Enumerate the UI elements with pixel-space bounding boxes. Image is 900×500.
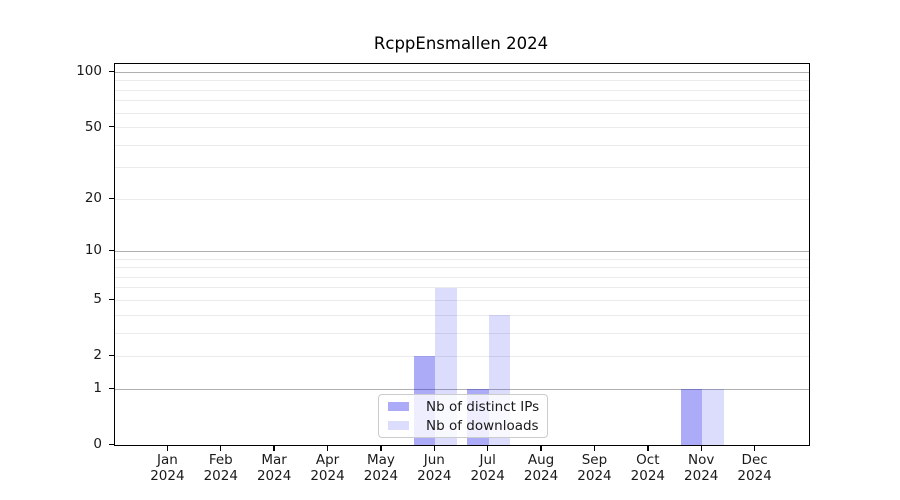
x-tick-jan bbox=[166, 445, 169, 451]
x-tick-label-nov: Nov 2024 bbox=[671, 452, 731, 484]
y-tick-1 bbox=[109, 387, 115, 389]
legend-item-distinct-ips: Nb of distinct IPs bbox=[388, 399, 547, 415]
y-tick-label-100: 100 bbox=[76, 63, 102, 80]
y-axis: 0 1 2 5 10 20 50 100 bbox=[0, 63, 115, 452]
x-label-year-mar: 2024 bbox=[256, 468, 292, 484]
x-tick-label-oct: Oct 2024 bbox=[618, 452, 678, 484]
x-label-month-mar: Mar bbox=[261, 452, 287, 468]
minor-gridline-90 bbox=[115, 80, 809, 82]
x-label-month-jun: Jun bbox=[423, 452, 445, 468]
x-tick-jun bbox=[433, 445, 435, 451]
legend-swatch-downloads bbox=[388, 421, 409, 430]
minor-gridline-60 bbox=[115, 112, 809, 114]
x-tick-label-sep: Sep 2024 bbox=[564, 452, 624, 484]
x-tick-feb bbox=[220, 445, 222, 451]
x-tick-jul bbox=[486, 445, 489, 451]
minor-gridline-5 bbox=[115, 299, 809, 301]
x-tick-label-jul: Jul 2024 bbox=[458, 452, 518, 484]
x-tick-nov bbox=[700, 445, 702, 451]
y-tick-20 bbox=[109, 197, 115, 200]
minor-gridline-9 bbox=[115, 258, 809, 260]
x-label-year-jul: 2024 bbox=[470, 468, 505, 484]
y-tick-label-50: 50 bbox=[84, 118, 102, 135]
x-label-year-sep: 2024 bbox=[577, 468, 612, 484]
x-label-year-nov: 2024 bbox=[684, 468, 719, 484]
x-label-year-jun: 2024 bbox=[417, 468, 452, 484]
y-tick-label-2: 2 bbox=[93, 347, 102, 364]
x-label-month-dec: Dec bbox=[741, 452, 768, 468]
legend-label-downloads: Nb of downloads bbox=[426, 417, 539, 434]
x-tick-label-aug: Aug 2024 bbox=[511, 452, 571, 484]
x-tick-label-jan: Jan 2024 bbox=[137, 452, 197, 484]
minor-gridline-30 bbox=[115, 167, 809, 169]
x-label-year-oct: 2024 bbox=[630, 468, 666, 484]
minor-gridline-80 bbox=[115, 89, 809, 91]
x-tick-apr bbox=[326, 445, 329, 451]
chart-title: RcppEnsmallen 2024 bbox=[373, 34, 549, 53]
minor-gridline-20 bbox=[115, 198, 809, 200]
bar-nov-downloads bbox=[702, 389, 724, 445]
x-label-month-feb: Feb bbox=[208, 452, 233, 468]
legend-swatch-distinct-ips bbox=[388, 402, 409, 411]
y-tick-label-20: 20 bbox=[84, 190, 102, 207]
minor-gridline-40 bbox=[115, 144, 809, 146]
minor-gridline-3 bbox=[115, 332, 809, 334]
x-label-month-apr: Apr bbox=[315, 452, 340, 468]
minor-gridline-50 bbox=[115, 127, 809, 129]
minor-gridline-6 bbox=[115, 287, 809, 289]
x-label-year-aug: 2024 bbox=[523, 468, 559, 484]
plot-area: Nb of distinct IPs Nb of downloads bbox=[114, 63, 810, 446]
minor-gridline-70 bbox=[115, 100, 809, 102]
x-tick-aug bbox=[540, 445, 542, 451]
x-tick-may bbox=[380, 445, 382, 451]
x-tick-mar bbox=[273, 445, 275, 451]
x-label-year-jan: 2024 bbox=[150, 468, 185, 484]
x-tick-label-may: May 2024 bbox=[351, 452, 411, 484]
x-label-year-dec: 2024 bbox=[737, 468, 772, 484]
x-tick-label-mar: Mar 2024 bbox=[244, 452, 304, 484]
y-tick-label-5: 5 bbox=[93, 291, 102, 308]
y-tick-label-10: 10 bbox=[84, 242, 102, 259]
x-label-month-aug: Aug bbox=[527, 452, 555, 468]
x-tick-oct bbox=[647, 445, 649, 451]
x-label-year-feb: 2024 bbox=[203, 468, 238, 484]
bar-nov-distinct-ips bbox=[680, 389, 703, 445]
y-tick-2 bbox=[109, 354, 115, 357]
legend-item-downloads: Nb of downloads bbox=[388, 418, 547, 434]
y-tick-label-0: 0 bbox=[93, 436, 102, 452]
x-label-year-apr: 2024 bbox=[310, 468, 345, 484]
y-tick-5 bbox=[109, 298, 115, 301]
x-label-year-may: 2024 bbox=[363, 468, 399, 484]
y-tick-10 bbox=[109, 249, 115, 252]
y-tick-100 bbox=[109, 70, 115, 73]
x-tick-label-apr: Apr 2024 bbox=[298, 452, 358, 484]
x-label-month-oct: Oct bbox=[636, 452, 660, 468]
x-tick-label-dec: Dec 2024 bbox=[725, 452, 785, 484]
legend-label-distinct-ips: Nb of distinct IPs bbox=[426, 398, 540, 415]
legend: Nb of distinct IPs Nb of downloads bbox=[378, 394, 548, 438]
y-tick-50 bbox=[109, 126, 115, 128]
minor-gridline-8 bbox=[115, 267, 809, 269]
x-tick-dec bbox=[753, 445, 756, 451]
x-label-month-jul: Jul bbox=[479, 452, 496, 468]
x-label-month-nov: Nov bbox=[688, 452, 715, 468]
minor-gridline-2 bbox=[115, 355, 809, 357]
minor-gridline-4 bbox=[115, 314, 809, 316]
x-tick-sep bbox=[593, 445, 596, 451]
major-gridline-100 bbox=[115, 71, 809, 73]
major-gridline-1 bbox=[115, 388, 809, 390]
x-label-month-jan: Jan bbox=[156, 452, 178, 468]
x-axis: Jan 2024 Feb 2024 Mar 2024 Apr 2024 May 2024 Jun 20… bbox=[114, 444, 808, 500]
x-label-month-sep: Sep bbox=[581, 452, 608, 468]
y-tick-label-1: 1 bbox=[93, 380, 102, 397]
y-tick-0 bbox=[109, 443, 115, 445]
minor-gridline-7 bbox=[115, 276, 809, 278]
major-gridline-10 bbox=[115, 250, 809, 252]
x-tick-label-jun: Jun 2024 bbox=[404, 452, 464, 484]
x-tick-label-feb: Feb 2024 bbox=[191, 452, 251, 484]
x-label-month-may: May bbox=[366, 452, 395, 468]
